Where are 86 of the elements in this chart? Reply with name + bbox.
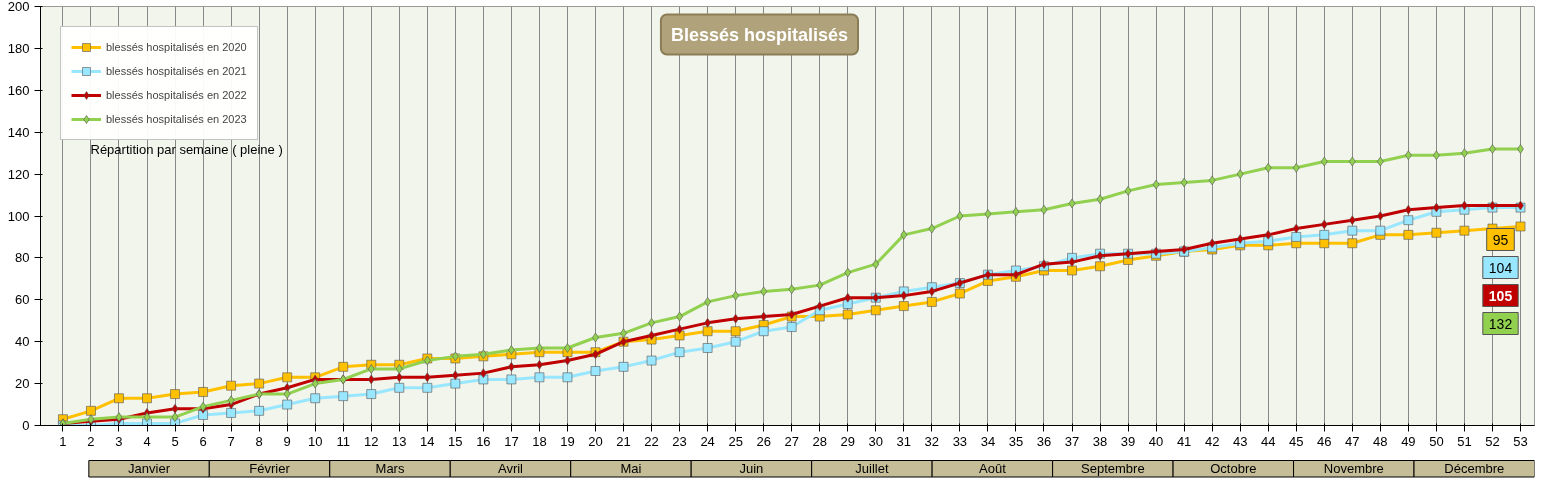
- y-tick-label: 0: [22, 418, 30, 433]
- x-tick-label: 27: [784, 433, 799, 449]
- annotation: 105: [1488, 287, 1513, 304]
- x-tick-label: 18: [532, 433, 547, 449]
- text: Octobre: [1210, 461, 1257, 477]
- y-tick-label: 60: [15, 292, 30, 308]
- x-tick-label: 36: [1036, 433, 1052, 449]
- text: Août: [979, 461, 1007, 477]
- x-tick-label: 9: [283, 433, 291, 449]
- x-tick-label: 51: [1457, 433, 1472, 449]
- text: Novembre: [1323, 461, 1384, 477]
- x-tick-label: 25: [728, 433, 743, 449]
- x-tick-label: 31: [896, 433, 912, 449]
- annotation: Répartition par semaine ( pleine ): [90, 141, 283, 157]
- x-tick-label: 8: [255, 433, 263, 449]
- x-tick-label: 48: [1373, 433, 1388, 449]
- x-tick-label: 2: [87, 433, 95, 449]
- x-tick-label: 5: [171, 433, 179, 449]
- annotation: 132: [1488, 315, 1513, 332]
- text: Juin: [739, 461, 764, 477]
- x-tick-label: 17: [504, 433, 519, 449]
- x-tick-label: 20: [588, 433, 603, 449]
- x-tick-label: 19: [560, 433, 575, 449]
- x-tick-label: 23: [672, 433, 687, 449]
- x-tick-label: 32: [924, 433, 940, 449]
- y-tick-label: 100: [7, 208, 30, 224]
- legend-label: blessés hospitalisés en 2021: [106, 65, 247, 77]
- y-tick-label: 80: [15, 250, 30, 266]
- y-tick-label: 20: [15, 376, 30, 392]
- x-tick-label: 44: [1260, 433, 1276, 449]
- x-tick-label: 33: [952, 433, 968, 449]
- x-tick-label: 11: [336, 433, 350, 449]
- text: Mars: [375, 461, 405, 477]
- x-tick-label: 28: [812, 433, 827, 449]
- text: Mai: [620, 461, 642, 477]
- x-tick-label: 38: [1092, 433, 1108, 449]
- x-tick-label: 6: [199, 433, 207, 449]
- y-tick-label: 40: [15, 334, 30, 350]
- x-tick-label: 37: [1064, 433, 1080, 449]
- y-tick-label: 160: [7, 82, 30, 98]
- x-tick-label: 22: [644, 433, 659, 449]
- x-tick-label: 52: [1485, 433, 1500, 449]
- x-tick-label: 45: [1289, 433, 1304, 449]
- text: Janvier: [128, 461, 171, 477]
- x-tick-label: 4: [143, 433, 151, 449]
- x-tick-label: 3: [115, 433, 123, 449]
- text: Février: [249, 461, 291, 477]
- x-tick-label: 41: [1176, 433, 1192, 449]
- y-tick-label: 180: [7, 40, 30, 56]
- x-tick-label: 34: [980, 433, 996, 449]
- x-tick-label: 30: [868, 433, 884, 449]
- annotation: 95: [1492, 231, 1509, 248]
- x-tick-label: 43: [1232, 433, 1248, 449]
- x-tick-label: 14: [420, 433, 435, 449]
- x-tick-label: 21: [616, 433, 631, 449]
- x-tick-label: 26: [756, 433, 771, 449]
- x-tick-label: 1: [59, 433, 67, 449]
- legend-label: blessés hospitalisés en 2023: [106, 113, 247, 125]
- text: Blessés hospitalisés: [670, 24, 849, 45]
- x-tick-label: 49: [1401, 433, 1416, 449]
- y-tick-label: 120: [7, 166, 30, 182]
- text: Avril: [497, 461, 524, 477]
- x-tick-label: 50: [1429, 433, 1444, 449]
- x-tick-label: 53: [1513, 433, 1528, 449]
- x-tick-label: 10: [307, 433, 323, 449]
- y-tick-label: 140: [7, 124, 30, 140]
- x-tick-label: 39: [1120, 433, 1136, 449]
- x-tick-label: 24: [700, 433, 715, 449]
- x-tick-label: 46: [1317, 433, 1332, 449]
- annotation: 104: [1488, 259, 1513, 276]
- x-tick-label: 13: [392, 433, 407, 449]
- y-tick-label: 200: [7, 0, 30, 14]
- x-tick-label: 12: [364, 433, 379, 449]
- x-tick-label: 16: [476, 433, 491, 449]
- x-tick-label: 7: [227, 433, 235, 449]
- legend-label: blessés hospitalisés en 2022: [106, 89, 247, 101]
- x-tick-label: 15: [448, 433, 463, 449]
- x-tick-label: 42: [1204, 433, 1220, 449]
- x-tick-label: 29: [840, 433, 855, 449]
- x-tick-label: 40: [1148, 433, 1164, 449]
- text: Juillet: [855, 461, 889, 477]
- legend-label: blessés hospitalisés en 2020: [106, 41, 247, 53]
- text: Décembre: [1444, 461, 1505, 477]
- x-tick-label: 47: [1345, 433, 1360, 449]
- text: Septembre: [1081, 461, 1145, 477]
- x-tick-label: 35: [1008, 433, 1024, 449]
